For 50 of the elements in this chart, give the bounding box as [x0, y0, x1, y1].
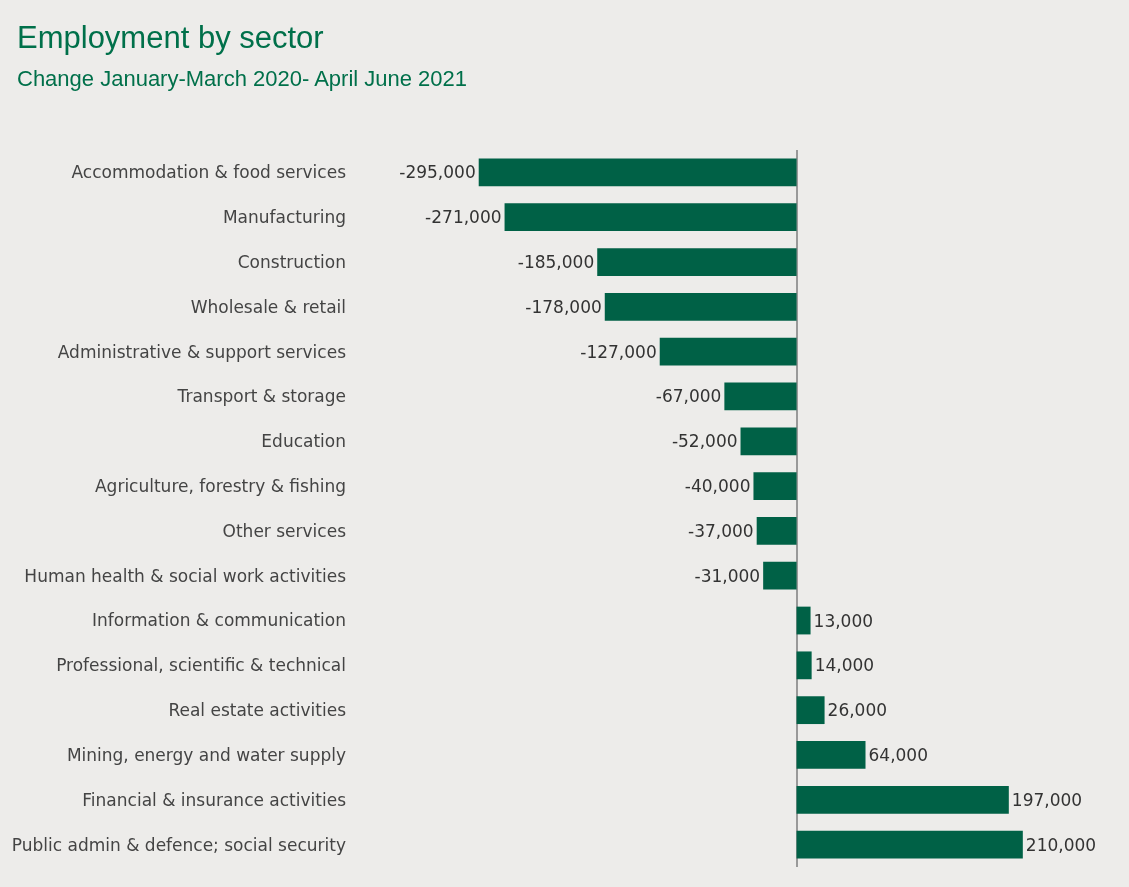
- y-tick-label: Education: [261, 431, 346, 452]
- bar: [756, 517, 797, 545]
- data-label: -127,000: [580, 341, 657, 362]
- y-tick-label: Manufacturing: [222, 207, 346, 228]
- data-label: 210,000: [1025, 834, 1097, 855]
- bar: [796, 830, 1023, 859]
- data-label: -31,000: [694, 565, 761, 586]
- data-label: 197,000: [1011, 789, 1083, 810]
- text: Employment by sector: [17, 20, 324, 55]
- y-tick-label: Transport & storage: [176, 386, 346, 407]
- y-tick-label: Professional, scientific & technical: [56, 655, 346, 676]
- data-label: -185,000: [517, 252, 595, 273]
- data-label: -271,000: [425, 207, 502, 228]
- bar: [796, 741, 866, 769]
- bar: [597, 248, 797, 276]
- y-tick-label: Administrative & support services: [57, 341, 347, 362]
- data-label: -67,000: [655, 386, 722, 407]
- bar: [604, 292, 797, 321]
- bar: [796, 606, 811, 635]
- bar: [659, 337, 797, 366]
- bar: [796, 651, 812, 680]
- text: Change January-March 2020- April June 2021: [17, 66, 468, 91]
- data-label: 13,000: [813, 610, 874, 631]
- y-tick-label: Wholesale & retail: [190, 296, 346, 317]
- bar: [504, 203, 797, 232]
- data-label: -40,000: [684, 476, 751, 497]
- bar: [740, 427, 797, 456]
- y-tick-label: Information & communication: [92, 610, 346, 631]
- y-tick-label: Financial & insurance activities: [82, 789, 347, 810]
- bar: [753, 472, 797, 500]
- data-label: 14,000: [814, 655, 875, 676]
- y-tick-label: Agriculture, forestry & fishing: [94, 476, 346, 497]
- y-tick-label: Real estate activities: [168, 700, 347, 721]
- data-label: -37,000: [688, 520, 754, 541]
- data-label: 64,000: [868, 744, 928, 765]
- bar: [796, 696, 825, 725]
- y-tick-label: Public admin & defence; social security: [11, 834, 346, 855]
- data-label: 26,000: [827, 700, 888, 721]
- bar: [796, 785, 1009, 814]
- y-tick-label: Accommodation & food services: [71, 162, 347, 183]
- y-tick-label: Construction: [237, 251, 346, 272]
- bar: [724, 382, 797, 411]
- y-tick-label: Other services: [222, 520, 347, 541]
- bar: [763, 561, 797, 590]
- data-label: -295,000: [399, 162, 476, 183]
- data-label: -178,000: [525, 296, 602, 317]
- y-tick-label: Human health & social work activities: [24, 565, 347, 586]
- data-label: -52,000: [671, 431, 738, 452]
- bar: [478, 158, 797, 187]
- y-tick-label: Mining, energy and water supply: [66, 744, 346, 765]
